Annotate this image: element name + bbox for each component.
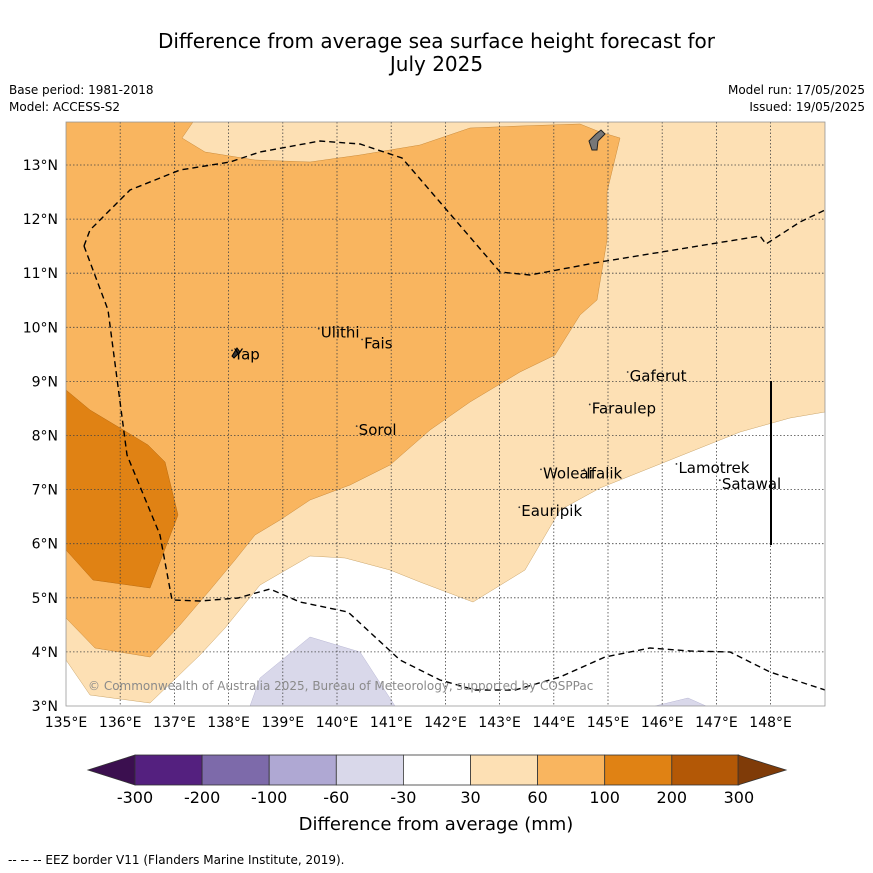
lon-tick-label: 138°E	[207, 715, 250, 731]
place-marker	[583, 468, 586, 471]
lat-tick-label: 7°N	[32, 483, 58, 499]
legend-tick-label: 300	[724, 788, 755, 807]
base-period: Base period: 1981-2018	[9, 83, 154, 97]
lon-tick-label: 135°E	[45, 715, 88, 731]
lon-tick-label: 147°E	[695, 715, 738, 731]
title-line-1: Difference from average sea surface heig…	[157, 29, 716, 53]
axis-ticks: 135°E 136°E 137°E 138°E 139°E 140°E 141°E 142°E…	[23, 158, 792, 731]
legend-tick-label: 60	[527, 788, 547, 807]
place-label: Yap	[233, 345, 260, 363]
legend-tick-label: 100	[589, 788, 620, 807]
issued-date: Issued: 19/05/2025	[749, 100, 865, 114]
legend-tick-label: -200	[184, 788, 220, 807]
contour-100-200	[66, 389, 179, 589]
place-marker	[718, 479, 721, 482]
lon-tick-label: 139°E	[262, 715, 305, 731]
title-line-2: July 2025	[389, 52, 484, 76]
place-marker	[231, 349, 233, 352]
place-label: Eauripik	[521, 502, 582, 520]
legend-tick-label: 30	[460, 788, 480, 807]
lat-tick-label: 3°N	[32, 699, 58, 715]
place-label: Lamotrek	[678, 459, 749, 477]
place-label: Ifalik	[586, 464, 622, 482]
lat-tick-label: 8°N	[32, 429, 58, 445]
place-label: Woleai	[543, 464, 593, 482]
lon-tick-label: 142°E	[424, 715, 467, 731]
legend-swatch	[335, 754, 404, 786]
place-label: Gaferut	[630, 367, 687, 385]
eez-border-north	[83, 140, 825, 276]
lat-tick-label: 11°N	[23, 266, 58, 282]
lat-tick-label: 6°N	[32, 537, 58, 553]
legend-tick-label: -30	[390, 788, 416, 807]
place-label: Satawal	[722, 475, 781, 493]
legend-swatch	[268, 754, 337, 786]
legend-swatch	[604, 754, 673, 786]
yap-island	[231, 347, 241, 359]
legend-swatch	[402, 754, 471, 786]
legend-tick-label: -300	[117, 788, 153, 807]
lat-tick-label: 12°N	[23, 212, 58, 228]
place-marker	[518, 506, 521, 509]
place-marker	[675, 463, 678, 465]
lat-tick-label: 5°N	[32, 591, 58, 607]
copyright-text: © Commonwealth of Australia 2025, Bureau…	[88, 679, 593, 693]
lat-tick-label: 10°N	[23, 320, 58, 336]
legend-tick-label: -60	[323, 788, 349, 807]
place-label: Faraulep	[592, 399, 656, 417]
place-label: Ulithi	[321, 324, 360, 342]
lon-tick-label: 146°E	[641, 715, 684, 731]
contour-minus30-minus60-east	[654, 697, 707, 706]
place-marker	[355, 425, 358, 427]
legend-swatch	[201, 754, 270, 786]
legend-extend-high	[737, 754, 788, 786]
legend-tick-label: 200	[657, 788, 688, 807]
model-name: Model: ACCESS-S2	[9, 100, 121, 114]
model-run: Model run: 17/05/2025	[727, 83, 865, 97]
lon-tick-label: 144°E	[533, 715, 576, 731]
legend-swatch	[134, 754, 203, 786]
lon-tick-label: 136°E	[99, 715, 142, 731]
lon-tick-label: 145°E	[587, 715, 630, 731]
lon-tick-label: 140°E	[316, 715, 359, 731]
legend-boxes	[134, 754, 740, 786]
legend-colorbar: -300 -200 -100 -60 -30 30 60 100 200 300 Differen…	[86, 754, 788, 835]
lon-tick-label: 143°E	[478, 715, 521, 731]
lat-tick-label: 9°N	[32, 374, 58, 390]
place-label: Sorol	[359, 421, 397, 439]
contour-60-100	[66, 122, 621, 658]
legend-tick-label: -100	[251, 788, 287, 807]
lat-tick-label: 4°N	[32, 645, 58, 661]
grid-lines	[66, 122, 825, 706]
place-label: Fais	[364, 335, 393, 353]
lon-tick-label: 148°E	[749, 715, 792, 731]
place-marker	[626, 371, 629, 373]
lat-tick-label: 13°N	[23, 158, 58, 174]
legend-extend-low	[86, 754, 136, 786]
lon-tick-label: 137°E	[153, 715, 196, 731]
legend-swatch	[470, 754, 538, 786]
contour-minus30-minus60	[249, 636, 396, 706]
legend-labels: -300 -200 -100 -60 -30 30 60 100 200 300	[117, 788, 754, 807]
legend-title: Difference from average (mm)	[299, 814, 574, 835]
legend-swatch	[671, 754, 740, 786]
eez-footnote: -- -- -- EEZ border V11 (Flanders Marine…	[8, 853, 345, 867]
place-marker	[540, 468, 542, 471]
map-frame	[65, 121, 826, 707]
place-marker	[317, 327, 320, 330]
lon-tick-label: 141°E	[370, 715, 413, 731]
eez-border	[83, 245, 825, 691]
place-marker	[361, 338, 363, 341]
legend-swatch	[537, 754, 606, 786]
place-marker	[588, 403, 591, 406]
contour-layer	[66, 122, 825, 706]
guam-island	[588, 129, 606, 151]
